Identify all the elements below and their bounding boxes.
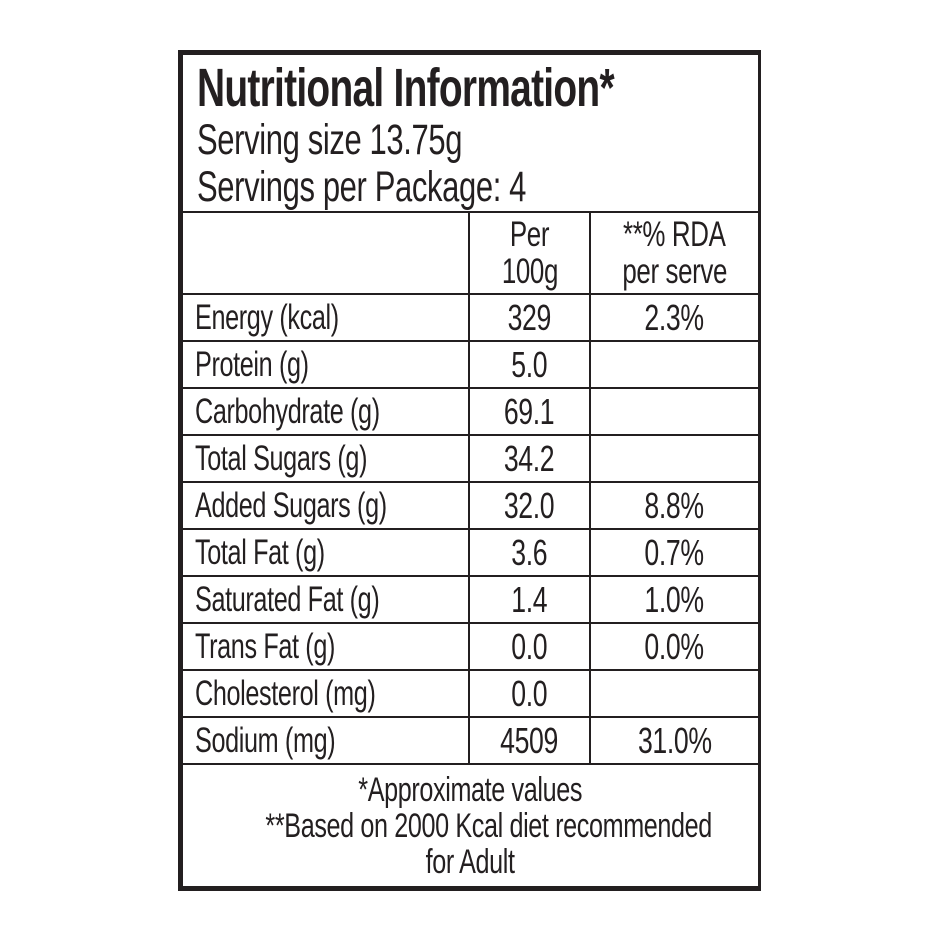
nutrition-table: Nutritional Information* Serving size 13… [180,53,761,888]
footnote-approximate: *Approximate values [358,770,583,809]
column-header-per-100g: Per 100g [468,211,591,295]
footnote-block: *Approximate values **Based on 2000 Kcal… [180,763,761,888]
row-per100g-value: 69.1 [504,390,555,432]
table-row-total-fat: Total Fat (g) 3.6 0.7% [181,528,761,577]
row-rda-value: 1.0% [644,578,705,620]
footnote-rda-basis-cont: for Adult [426,842,516,881]
title-block: Nutritional Information* Serving size 13… [180,53,761,213]
row-label: Total Fat (g) [195,532,325,572]
row-label: Added Sugars (g) [195,485,387,525]
servings-per-package-text: Servings per Package: 4 [197,163,527,211]
table-row-sodium: Sodium (mg) 4509 31.0% [181,716,761,765]
column-header-row: Per 100g **% RDA per serve [181,211,761,295]
row-rda-value: 8.8% [644,484,705,526]
column-header-rda: **% RDA per serve [588,211,761,295]
column-header-nutrient [181,211,470,295]
row-per100g-value: 5.0 [511,343,548,385]
row-rda-value: 2.3% [644,296,705,338]
table-row-energy: Energy (kcal) 329 2.3% [181,293,761,342]
nutrition-label: Nutritional Information* Serving size 13… [178,50,761,891]
table-row-total-sugars: Total Sugars (g) 34.2 [181,434,761,483]
serving-size-text: Serving size 13.75g [197,116,463,164]
row-rda-value: 0.7% [644,531,705,573]
row-per100g-value: 34.2 [504,437,555,479]
row-per100g-value: 1.4 [511,578,548,620]
table-row-carbohydrate: Carbohydrate (g) 69.1 [181,387,761,436]
table-row-protein: Protein (g) 5.0 [181,340,761,389]
row-label: Cholesterol (mg) [195,673,376,713]
table-row-cholesterol: Cholesterol (mg) 0.0 [181,669,761,718]
row-per100g-value: 0.0 [511,672,548,714]
row-label: Sodium (mg) [195,720,336,760]
row-per100g-value: 329 [507,296,552,338]
table-row-added-sugars: Added Sugars (g) 32.0 8.8% [181,481,761,530]
row-label: Trans Fat (g) [195,626,336,666]
row-label: Saturated Fat (g) [195,579,380,619]
row-label: Energy (kcal) [195,297,339,337]
row-per100g-value: 0.0 [511,625,548,667]
row-label: Protein (g) [195,344,309,384]
row-label: Carbohydrate (g) [195,391,380,431]
label-title: Nutritional Information* [197,58,615,118]
row-per100g-value: 32.0 [504,484,555,526]
table-row-saturated-fat: Saturated Fat (g) 1.4 1.0% [181,575,761,624]
table-row-trans-fat: Trans Fat (g) 0.0 0.0% [181,622,761,671]
row-rda-value: 0.0% [644,625,705,667]
row-label: Total Sugars (g) [195,438,368,478]
footnote-rda-basis: **Based on 2000 Kcal diet recommended [265,806,712,845]
row-per100g-value: 4509 [500,719,559,761]
row-rda-value: 31.0% [637,719,712,761]
row-per100g-value: 3.6 [511,531,548,573]
